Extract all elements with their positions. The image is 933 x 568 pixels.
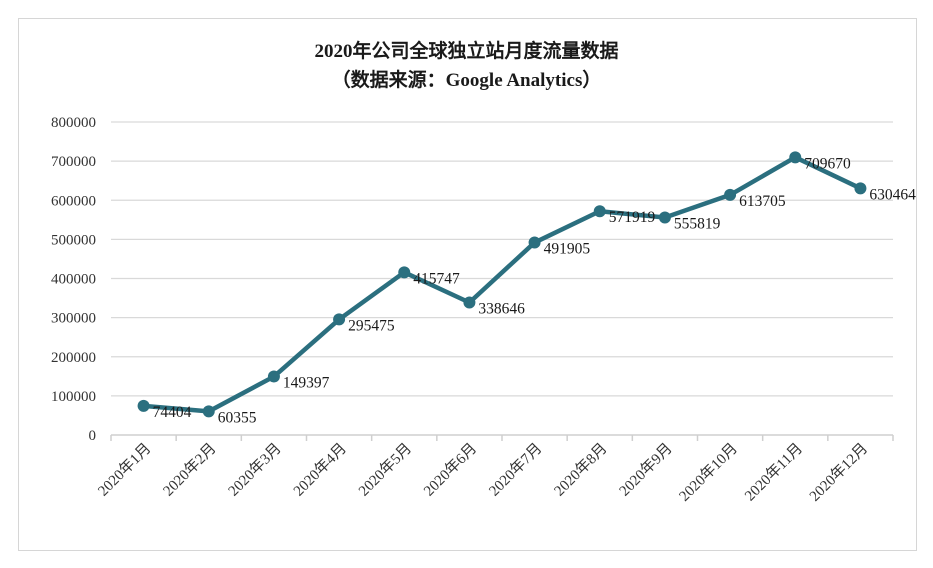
- data-point-marker: [333, 313, 346, 326]
- data-label: 149397: [283, 375, 330, 392]
- gridlines: [111, 121, 893, 397]
- data-point-marker: [854, 182, 867, 195]
- x-tick-label: 2020年11月: [741, 440, 806, 505]
- x-tick-label: 2020年8月: [551, 440, 611, 500]
- data-label: 415747: [413, 270, 460, 287]
- y-tick-label: 0: [89, 428, 97, 444]
- y-tick-label: 700000: [51, 154, 96, 170]
- data-label: 571919: [609, 209, 656, 226]
- y-tick-label: 300000: [51, 311, 96, 327]
- x-tick-label: 2020年4月: [290, 440, 350, 500]
- x-tick-label: 2020年6月: [420, 440, 480, 500]
- y-axis: 0 100000 200000 300000 400000 500000 600000 700…: [51, 115, 96, 444]
- data-label: 555819: [674, 216, 721, 233]
- y-tick-label: 800000: [51, 115, 96, 131]
- data-point-marker: [724, 188, 737, 201]
- x-tick-label: 2020年5月: [355, 440, 415, 500]
- data-label: 491905: [544, 241, 591, 258]
- x-tick-label: 2020年9月: [616, 440, 676, 500]
- y-tick-label: 600000: [51, 193, 96, 209]
- y-tick-label: 500000: [51, 232, 96, 248]
- y-tick-label: 200000: [51, 350, 96, 366]
- chart-subtitle: （数据来源：Google Analytics）: [331, 70, 602, 91]
- data-point-marker: [658, 211, 671, 224]
- data-point-marker: [463, 296, 476, 309]
- data-label: 630464: [869, 186, 916, 203]
- data-label: 709670: [804, 155, 851, 172]
- x-tick-label: 2020年3月: [225, 440, 285, 500]
- series-polyline: [143, 155, 862, 414]
- x-tick-label: 2020年12月: [806, 440, 871, 505]
- data-point-marker: [528, 236, 541, 249]
- data-point-marker: [398, 266, 411, 279]
- data-label: 613705: [739, 193, 786, 210]
- x-axis: 2020年1月 2020年2月 2020年3月 2020年4月 2020年5月 2020年…: [95, 434, 894, 505]
- chart-frame: [18, 18, 917, 551]
- data-labels: 74404 60355 149397 295475 415747 338646 491905…: [153, 155, 917, 426]
- data-point-marker: [593, 205, 606, 218]
- data-label: 60355: [218, 409, 257, 426]
- data-label: 338646: [478, 301, 525, 318]
- x-tick-label: 2020年2月: [160, 440, 220, 500]
- data-point-marker: [137, 399, 150, 412]
- chart-title: 2020年公司全球独立站月度流量数据: [314, 41, 619, 62]
- data-point-marker: [202, 405, 215, 418]
- data-point-marker: [789, 151, 802, 164]
- x-tick-label: 2020年1月: [95, 440, 155, 500]
- data-point-marker: [267, 370, 280, 383]
- data-label: 74404: [153, 404, 192, 421]
- x-tick-label: 2020年10月: [676, 440, 741, 505]
- x-tick-label: 2020年7月: [486, 440, 546, 500]
- y-tick-label: 400000: [51, 272, 96, 288]
- data-label: 295475: [348, 317, 395, 334]
- series-line: [137, 151, 867, 418]
- y-tick-label: 100000: [51, 389, 96, 405]
